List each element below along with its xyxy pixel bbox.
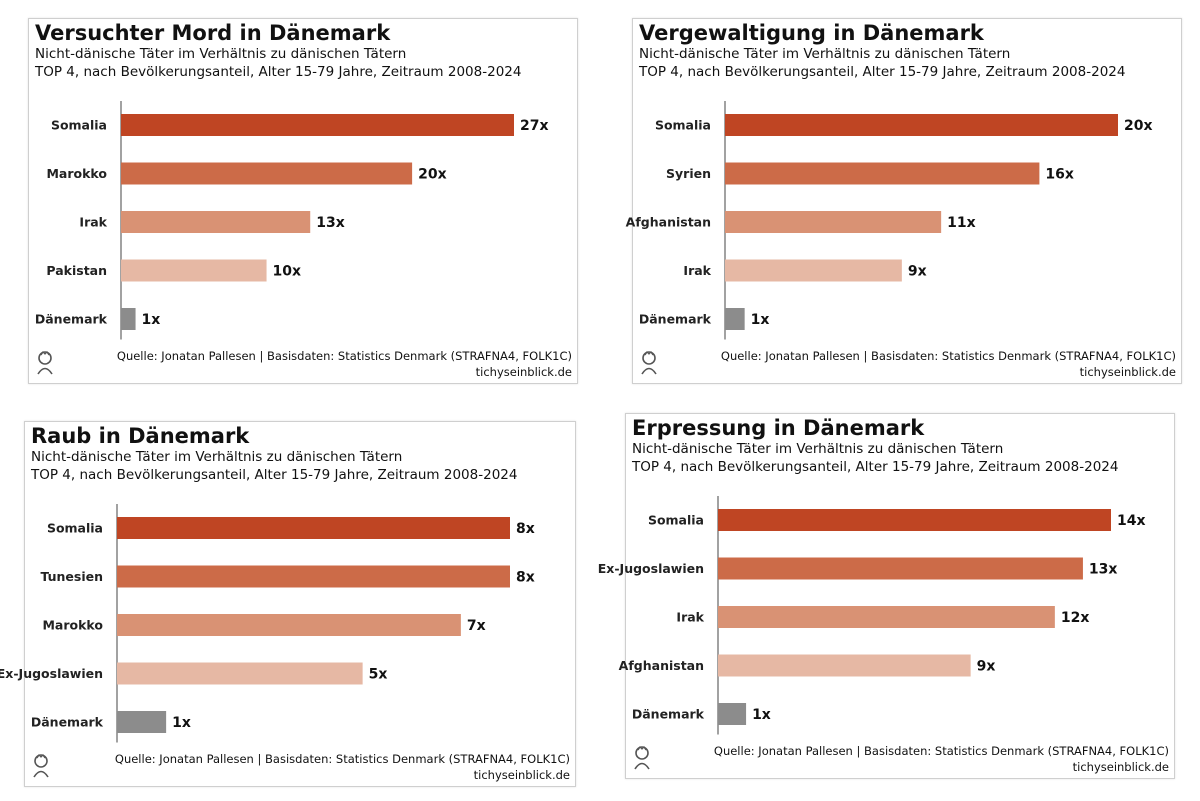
chart-title: Erpressung in Dänemark bbox=[632, 416, 925, 440]
value-label: 1x bbox=[172, 715, 191, 731]
source-note: Quelle: Jonatan Pallesen | Basisdaten: S… bbox=[114, 752, 570, 766]
bar-somalia bbox=[121, 114, 514, 136]
bar-pakistan bbox=[121, 259, 267, 282]
site-label: tichyseinblick.de bbox=[473, 768, 570, 782]
chart-panel-erpressung: Erpressung in Dänemark Nicht-dänische Tä… bbox=[598, 413, 1175, 779]
chart-panel-raub: Raub in Dänemark Nicht-dänische Täter im… bbox=[0, 421, 576, 787]
category-label: Tunesien bbox=[40, 569, 103, 584]
logo-icon bbox=[33, 754, 49, 778]
category-label: Irak bbox=[676, 610, 704, 625]
logo-icon bbox=[37, 351, 53, 375]
bar-irak bbox=[121, 211, 311, 233]
value-label: 7x bbox=[467, 618, 486, 634]
category-label: Dänemark bbox=[31, 715, 104, 730]
value-label: 20x bbox=[1124, 118, 1153, 134]
value-label: 5x bbox=[369, 667, 388, 683]
bar-somalia bbox=[718, 509, 1111, 531]
value-label: 16x bbox=[1045, 167, 1074, 183]
bar-irak bbox=[725, 259, 902, 282]
bar-tunesien bbox=[117, 565, 510, 588]
chart-title: Raub in Dänemark bbox=[31, 424, 250, 448]
category-label: Syrien bbox=[666, 166, 711, 181]
category-label: Marokko bbox=[42, 618, 103, 633]
chart-panel-vergewaltigung: Vergewaltigung in Dänemark Nicht-dänisch… bbox=[626, 18, 1182, 384]
value-label: 1x bbox=[142, 312, 161, 328]
chart-subtitle-line1: Nicht-dänische Täter im Verhältnis zu dä… bbox=[35, 46, 407, 62]
bar-chart-plot: Somalia 8x Tunesien 8x Marokko 7x Ex-Jugoslawi… bbox=[0, 504, 535, 743]
value-label: 9x bbox=[908, 264, 927, 280]
bar-chart-plot: Somalia 27x Marokko 20x Irak 13x Pakistan 10x Dä… bbox=[35, 101, 549, 340]
chart-subtitle-line2: TOP 4, nach Bevölkerungsanteil, Alter 15… bbox=[31, 467, 518, 483]
category-label: Somalia bbox=[51, 118, 107, 133]
bar-irak bbox=[718, 606, 1055, 628]
value-label: 1x bbox=[752, 707, 771, 723]
chart-subtitle-line1: Nicht-dänische Täter im Verhältnis zu dä… bbox=[31, 449, 403, 465]
value-label: 13x bbox=[316, 215, 345, 231]
source-note: Quelle: Jonatan Pallesen | Basisdaten: S… bbox=[720, 349, 1176, 363]
chart-title: Vergewaltigung in Dänemark bbox=[639, 21, 984, 45]
value-label: 27x bbox=[520, 118, 549, 134]
value-label: 9x bbox=[977, 659, 996, 675]
bar-marokko bbox=[121, 162, 413, 185]
bar-marokko bbox=[117, 614, 461, 636]
chart-subtitle-line2: TOP 4, nach Bevölkerungsanteil, Alter 15… bbox=[35, 64, 522, 80]
value-label: 20x bbox=[418, 167, 447, 183]
category-label: Afghanistan bbox=[626, 215, 711, 230]
category-label: Pakistan bbox=[46, 263, 107, 278]
value-label: 8x bbox=[516, 521, 535, 537]
chart-subtitle-line2: TOP 4, nach Bevölkerungsanteil, Alter 15… bbox=[639, 64, 1126, 80]
bar-dänemark bbox=[117, 711, 167, 733]
source-note: Quelle: Jonatan Pallesen | Basisdaten: S… bbox=[713, 744, 1169, 758]
bar-somalia bbox=[725, 114, 1118, 136]
chart-subtitle-line1: Nicht-dänische Täter im Verhältnis zu dä… bbox=[632, 441, 1004, 457]
category-label: Ex-Jugoslawien bbox=[598, 561, 704, 576]
value-label: 12x bbox=[1061, 610, 1090, 626]
bar-chart-plot: Somalia 14x Ex-Jugoslawien 13x Irak 12x Afghan… bbox=[598, 496, 1146, 735]
category-label: Marokko bbox=[46, 166, 107, 181]
category-label: Dänemark bbox=[632, 707, 705, 722]
category-label: Dänemark bbox=[639, 312, 712, 327]
source-note: Quelle: Jonatan Pallesen | Basisdaten: S… bbox=[116, 349, 572, 363]
bar-dänemark bbox=[725, 308, 745, 330]
chart-subtitle-line1: Nicht-dänische Täter im Verhältnis zu dä… bbox=[639, 46, 1011, 62]
site-label: tichyseinblick.de bbox=[1072, 760, 1169, 774]
category-label: Irak bbox=[683, 263, 711, 278]
bar-chart-plot: Somalia 20x Syrien 16x Afghanistan 11x Irak 9x D… bbox=[626, 101, 1153, 340]
category-label: Somalia bbox=[47, 521, 103, 536]
value-label: 8x bbox=[516, 570, 535, 586]
chart-title: Versuchter Mord in Dänemark bbox=[35, 21, 391, 45]
category-label: Somalia bbox=[655, 118, 711, 133]
bar-ex-jugoslawien bbox=[718, 557, 1083, 580]
bar-afghanistan bbox=[725, 211, 942, 233]
logo-icon bbox=[641, 351, 657, 375]
bar-afghanistan bbox=[718, 654, 971, 677]
logo-icon bbox=[634, 746, 650, 770]
category-label: Ex-Jugoslawien bbox=[0, 666, 103, 681]
bar-syrien bbox=[725, 162, 1040, 185]
value-label: 13x bbox=[1089, 562, 1118, 578]
bar-dänemark bbox=[718, 703, 747, 725]
category-label: Afghanistan bbox=[619, 658, 704, 673]
bar-ex-jugoslawien bbox=[117, 662, 363, 685]
bar-somalia bbox=[117, 517, 510, 539]
value-label: 11x bbox=[947, 215, 976, 231]
chart-subtitle-line2: TOP 4, nach Bevölkerungsanteil, Alter 15… bbox=[632, 459, 1119, 475]
bar-dänemark bbox=[121, 308, 136, 330]
value-label: 1x bbox=[751, 312, 770, 328]
category-label: Dänemark bbox=[35, 312, 108, 327]
value-label: 14x bbox=[1117, 513, 1146, 529]
category-label: Somalia bbox=[648, 513, 704, 528]
site-label: tichyseinblick.de bbox=[1079, 365, 1176, 379]
category-label: Irak bbox=[79, 215, 107, 230]
value-label: 10x bbox=[273, 264, 302, 280]
chart-panel-versuchter-mord: Versuchter Mord in Dänemark Nicht-dänisc… bbox=[28, 18, 578, 384]
site-label: tichyseinblick.de bbox=[475, 365, 572, 379]
